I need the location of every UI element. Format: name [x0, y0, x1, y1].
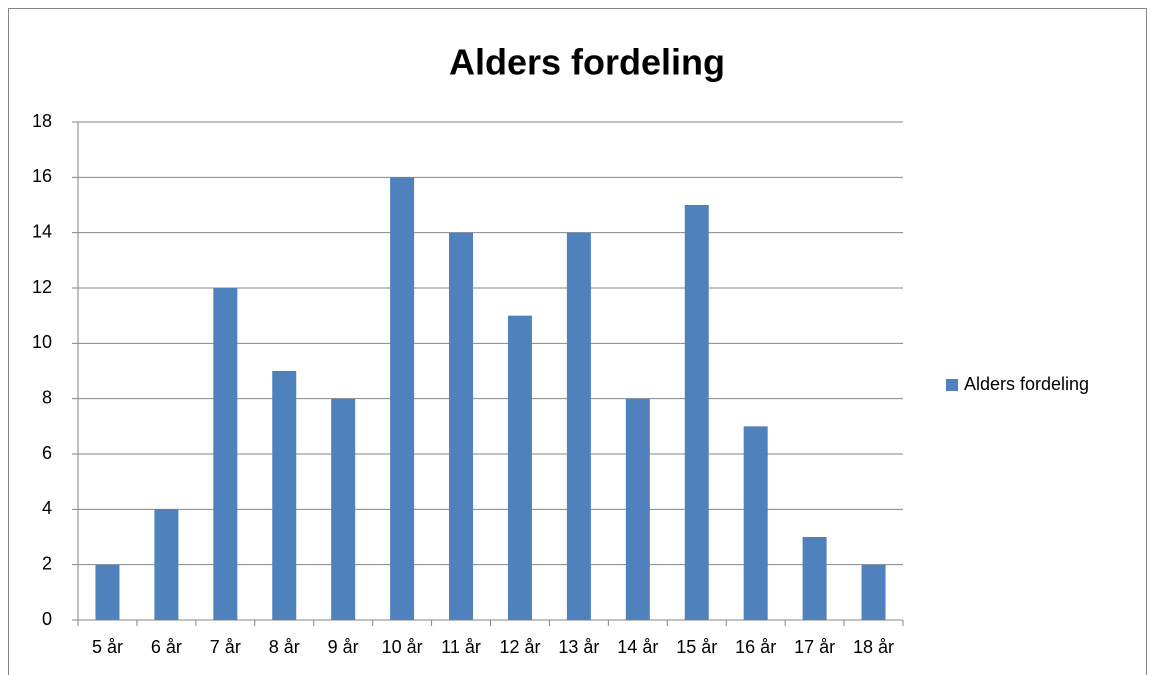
chart-title: Alders fordeling — [449, 42, 725, 83]
y-tick-label: 14 — [32, 221, 52, 241]
x-tick-label: 11 år — [441, 637, 481, 657]
bar — [566, 232, 591, 620]
x-tick-label: 9 år — [328, 637, 359, 657]
x-tick-label: 8 år — [269, 637, 300, 657]
bar — [449, 232, 474, 620]
bar — [331, 398, 356, 620]
x-tick-label: 17 år — [794, 637, 835, 657]
bar — [625, 398, 650, 620]
x-tick-label: 6 år — [151, 637, 182, 657]
y-tick-label: 8 — [42, 387, 52, 407]
x-tick-label: 18 år — [853, 637, 894, 657]
y-tick-label: 10 — [32, 332, 52, 352]
bar — [684, 205, 709, 620]
x-tick-label: 12 år — [499, 637, 540, 657]
bar — [507, 315, 532, 620]
y-tick-label: 12 — [32, 277, 52, 297]
y-tick-label: 4 — [42, 498, 52, 518]
x-tick-label: 5 år — [92, 637, 123, 657]
y-tick-label: 2 — [42, 553, 52, 573]
bar — [154, 509, 179, 620]
x-tick-label: 16 år — [735, 637, 776, 657]
legend-swatch — [946, 379, 958, 391]
y-tick-label: 6 — [42, 443, 52, 463]
bar — [743, 426, 768, 620]
x-tick-label: 7 år — [210, 637, 241, 657]
y-tick-label: 18 — [32, 111, 52, 131]
y-tick-label: 16 — [32, 166, 52, 186]
bar — [272, 371, 297, 620]
x-tick-label: 13 år — [558, 637, 599, 657]
x-tick-label: 14 år — [617, 637, 658, 657]
bar — [390, 177, 415, 621]
bar — [95, 564, 120, 620]
x-tick-label: 10 år — [382, 637, 423, 657]
bar — [213, 288, 238, 620]
x-tick-label: 15 år — [676, 637, 717, 657]
legend-label: Alders fordeling — [964, 374, 1089, 394]
bar — [802, 537, 827, 620]
y-tick-label: 0 — [42, 609, 52, 629]
bar — [861, 564, 886, 620]
